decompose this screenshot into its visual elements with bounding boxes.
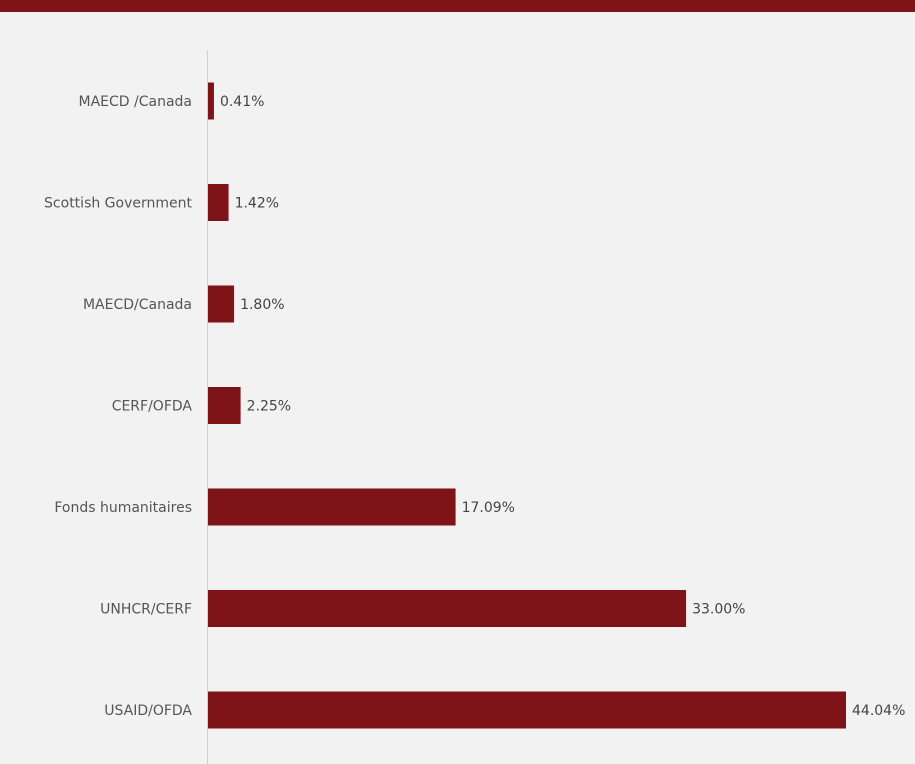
value-labels-group: 0.41% 1.42% 1.80% 2.25% 17.09% 33.00% 44.04% <box>220 94 905 719</box>
bar <box>208 285 235 323</box>
value-label: 1.42% <box>235 196 279 212</box>
category-label: CERF/OFDA <box>112 399 193 415</box>
bar <box>208 82 214 120</box>
bar <box>208 184 229 221</box>
bar <box>208 387 241 424</box>
category-label: Fonds humanitaires <box>54 500 192 516</box>
bar <box>208 488 456 526</box>
category-label: UNHCR/CERF <box>100 602 192 618</box>
value-label: 2.25% <box>247 399 291 415</box>
category-label: USAID/OFDA <box>104 703 192 719</box>
bar <box>208 590 687 627</box>
bars-group <box>208 82 846 729</box>
value-label: 33.00% <box>692 602 745 618</box>
value-label: 0.41% <box>220 94 264 110</box>
value-label: 17.09% <box>462 500 515 516</box>
category-label: Scottish Government <box>44 196 192 212</box>
top-header-band <box>0 0 915 12</box>
value-label: 44.04% <box>852 703 905 719</box>
bar <box>208 691 846 729</box>
category-label: MAECD/Canada <box>83 297 192 313</box>
category-label: MAECD /Canada <box>79 94 193 110</box>
value-label: 1.80% <box>240 297 284 313</box>
category-labels-group: MAECD /Canada Scottish Government MAECD/Ca… <box>44 94 192 719</box>
